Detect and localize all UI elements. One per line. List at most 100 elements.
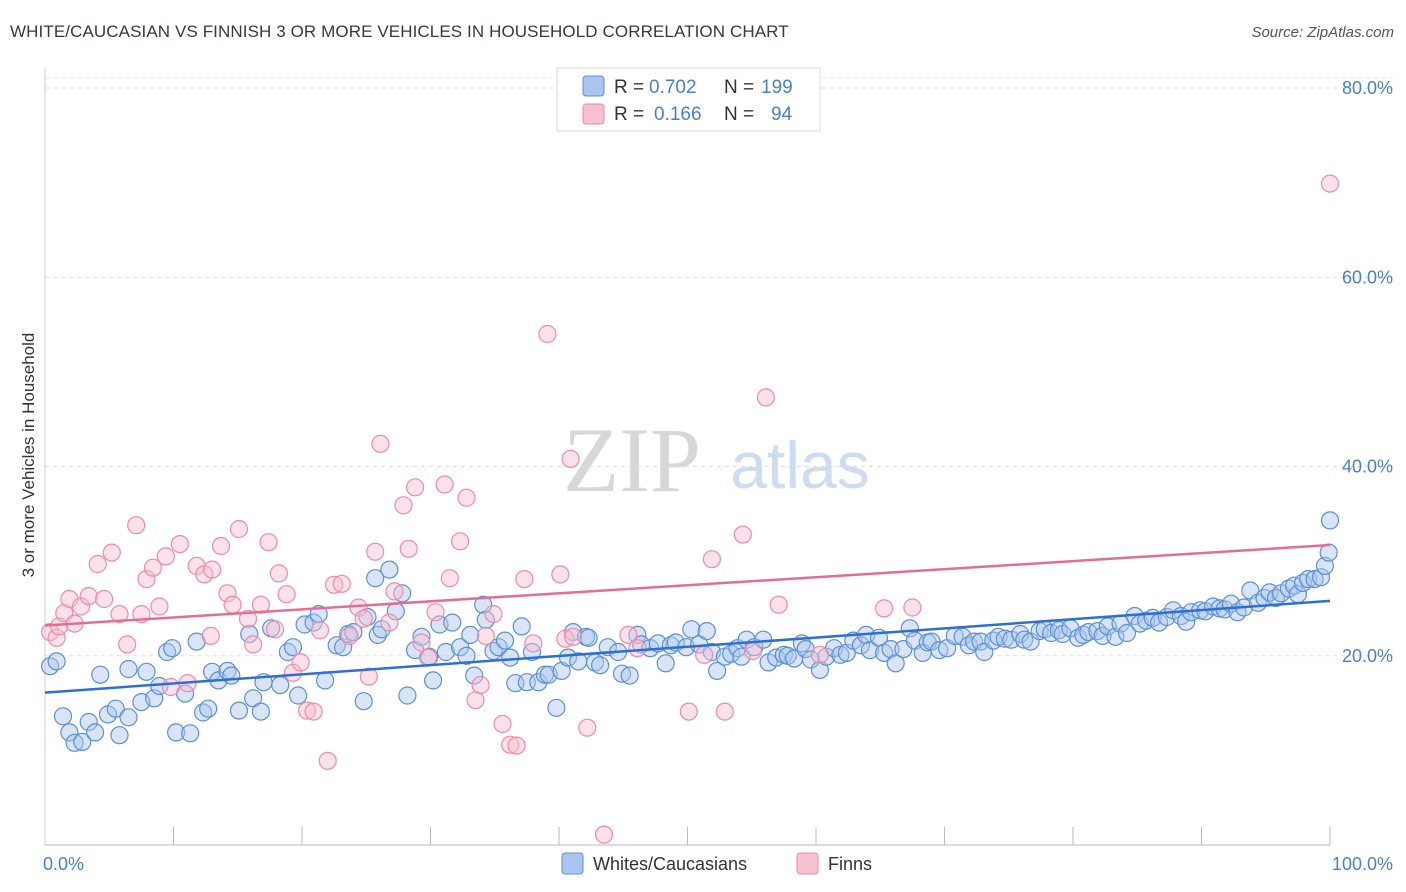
point-whites [372,620,391,639]
point-whites [682,620,701,639]
point-finns [563,627,583,646]
point-finns [291,653,310,672]
point-finns [354,609,373,628]
point-finns [903,598,922,617]
point-finns [127,516,146,535]
y-tick-label: 20.0% [1342,646,1393,666]
point-finns [265,620,285,639]
point-whites [1311,568,1331,587]
legend-swatch-pink [582,103,605,125]
point-whites [661,636,680,655]
point-finns [238,609,258,628]
point-whites [801,650,821,669]
x-tick-label: 100.0% [1332,854,1393,874]
stats-legend: R = 0.702 N = 199 R = 0.166 N = 94 [556,67,821,132]
point-whites [1068,628,1088,647]
series-legend: Whites/Caucasians Finns [561,852,872,875]
legend-n-label-0: N = [724,77,754,98]
point-finns [484,604,503,624]
point-finns [47,628,66,647]
point-whites [1176,612,1196,631]
x-tick-label: 0.0% [43,854,84,874]
legend-r-value-0: 0.702 [649,77,697,98]
point-whites [697,621,716,641]
point-whites [860,640,880,660]
point-finns [325,575,344,594]
legend-n-label-1: N = [724,104,754,125]
point-whites [457,646,476,665]
point-whites [424,671,443,690]
point-whites [971,632,990,651]
tick-labels: 20.0% 40.0% 60.0% 80.0% 0.0% 100.0% [43,78,1393,874]
point-finns [406,478,425,497]
point-whites [316,671,335,690]
point-finns [418,648,437,667]
point-finns [380,613,399,632]
point-whites [501,648,520,667]
point-whites [656,654,675,673]
trend-line-whites [44,599,1331,694]
point-finns [702,550,722,569]
point-whites [1002,630,1021,649]
point-whites [443,613,462,632]
watermark-atlas: atlas [730,428,869,502]
legend-n-value-1: 94 [771,104,793,125]
point-finns [366,542,385,561]
y-tick-label: 40.0% [1342,457,1393,477]
point-finns [359,667,378,686]
point-finns [578,718,597,737]
point-finns [412,633,431,652]
point-finns [259,533,278,552]
point-finns [628,639,647,658]
point-whites [1074,625,1093,645]
point-finns [137,569,156,589]
point-whites [327,636,346,655]
point-finns [203,560,222,579]
point-whites [831,645,850,664]
point-finns [304,702,323,721]
point-whites [529,673,548,692]
legend-swatch-finns [796,852,819,875]
legend-r-label-0: R = [614,77,644,98]
trend-line-finns [44,543,1331,627]
point-whites [79,712,98,732]
point-whites [1015,630,1034,649]
point-finns [1320,174,1340,193]
point-whites [167,723,186,742]
point-finns [310,621,330,640]
legend-n-value-0: 199 [761,77,793,98]
point-whites [354,692,373,711]
point-whites [512,617,531,636]
point-whites [398,686,417,705]
point-finns [476,626,495,646]
axes [44,68,1331,846]
point-finns [201,626,220,646]
point-finns [277,585,296,604]
point-whites [110,726,129,745]
point-finns [298,701,317,720]
point-whites [1117,623,1137,643]
y-tick-label: 60.0% [1342,267,1393,287]
point-whites [465,666,484,685]
point-finns [161,677,180,697]
point-finns [451,532,470,551]
point-whites [137,662,156,681]
point-finns [110,604,129,624]
gridlines [45,77,1393,657]
point-finns [733,525,752,544]
y-axis-title: 3 or more Vehicles in Household [19,333,38,578]
point-whites [251,702,270,721]
point-finns [269,564,288,583]
point-finns [426,603,445,622]
point-finns [874,599,894,618]
point-whites [547,698,566,717]
legend-swatch-blue [582,75,605,97]
point-finns [471,675,490,695]
point-finns [679,702,698,721]
point-whites [707,661,727,681]
legend-label-finns: Finns [828,854,872,874]
point-whites [119,708,138,727]
point-whites [181,724,200,743]
point-finns [170,534,189,554]
